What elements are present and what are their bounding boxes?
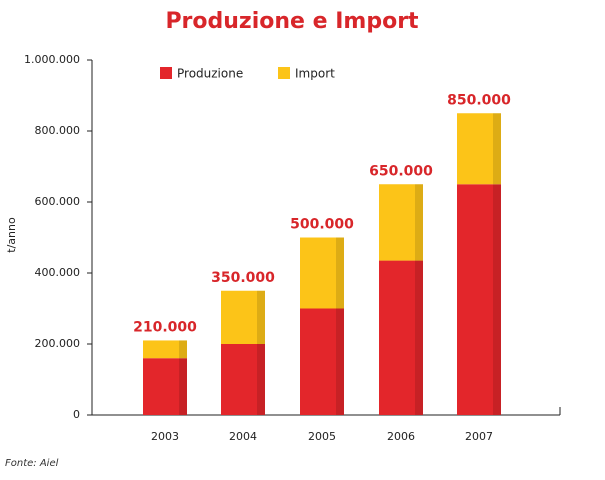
legend-swatch [278,67,290,79]
bar-segment [221,290,265,344]
y-tick-label: 0 [73,408,80,421]
total-label: 350.000 [211,270,275,286]
x-tick-label: 2003 [151,430,179,443]
x-tick-label: 2007 [465,430,493,443]
bar-segment [300,308,344,415]
legend-label: Import [295,67,335,81]
bar-shade [415,260,423,415]
chart-title: Produzione e Import [165,9,419,34]
bar-segment [457,113,501,185]
bar-shade [415,184,423,261]
y-tick-label: 800.000 [35,124,81,137]
bar-segment [143,340,187,359]
bar-shade [257,344,265,415]
bar-shade [336,308,344,415]
total-label: 850.000 [447,92,511,108]
legend-label: Produzione [177,67,243,81]
bar-segment [379,184,423,261]
bar-segment [143,358,187,415]
bar-shade [493,184,501,415]
legend-swatch [160,67,172,79]
bar-shade [179,340,187,359]
total-label: 210.000 [133,319,197,335]
total-label: 500.000 [290,217,354,233]
x-tick-label: 2006 [387,430,415,443]
bar-segment [300,237,344,309]
bar-shade [336,237,344,309]
bar-shade [257,290,265,344]
source: Fonte: Aiel [5,458,59,469]
total-label: 650.000 [369,163,433,179]
y-axis-label: t/anno [5,217,18,253]
y-tick-label: 400.000 [35,266,81,279]
y-tick-label: 1.000.000 [24,53,80,66]
y-tick-label: 200.000 [35,337,81,350]
bar-segment [221,344,265,415]
y-tick-label: 600.000 [35,195,81,208]
x-tick-label: 2004 [229,430,257,443]
bar-shade [493,113,501,185]
x-tick-label: 2005 [308,430,336,443]
bar-shade [179,358,187,415]
bar-segment [457,184,501,415]
bar-segment [379,260,423,415]
